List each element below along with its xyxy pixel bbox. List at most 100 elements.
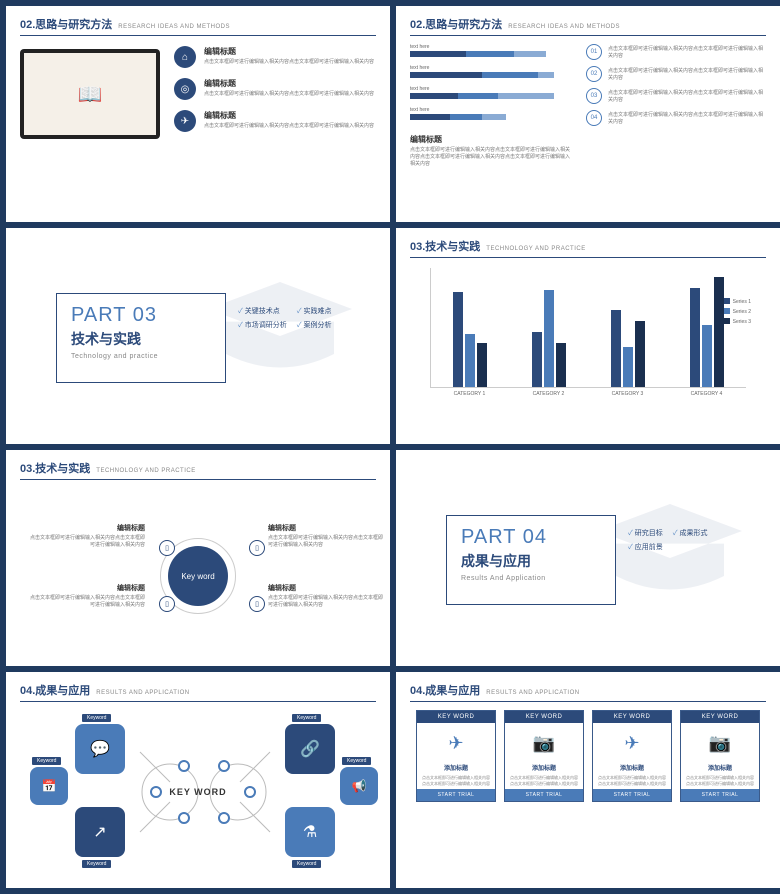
bar: [690, 288, 700, 387]
keyword-label: Keyword: [82, 860, 111, 868]
check-item: 案例分析: [297, 320, 346, 330]
check-item: 研究目标: [628, 528, 663, 538]
card-icon: ✈: [417, 723, 495, 763]
bar: [714, 277, 724, 387]
slide-title: 02.思路与研究方法: [20, 16, 112, 32]
num-item: 02点击文本框即可进行编辑输入相关内容点击文本框即可进行编辑输入相关内容: [586, 66, 766, 82]
list-item: ◎编辑标题点击文本框即可进行编辑输入相关内容点击文本框即可进行编辑输入相关内容: [174, 78, 376, 100]
card: KEY WORD✈添加标题点击文本框即可进行编辑输入相关内容点击文本框即可进行编…: [592, 710, 672, 802]
legend-item: Series 1: [724, 298, 751, 306]
box-icon: 💬: [75, 724, 125, 774]
keyword-label: Keyword: [292, 714, 321, 722]
box-icon: 📢: [340, 767, 378, 805]
num-item: 01点击文本框即可进行编辑输入相关内容点击文本框即可进行编辑输入相关内容: [586, 44, 766, 60]
card: KEY WORD✈添加标题点击文本框即可进行编辑输入相关内容点击文本框即可进行编…: [416, 710, 496, 802]
num-item: 04点击文本框即可进行编辑输入相关内容点击文本框即可进行编辑输入相关内容: [586, 110, 766, 126]
item-icon: ◎: [174, 78, 196, 100]
node-icon: [178, 760, 190, 772]
slide-7: 04.成果与应用RESULTS AND APPLICATION KEY WORD…: [6, 672, 390, 888]
keyword-label: Keyword: [82, 714, 111, 722]
keyword-label: Keyword: [342, 757, 371, 765]
list-item: ✈编辑标题点击文本框即可进行编辑输入相关内容点击文本框即可进行编辑输入相关内容: [174, 110, 376, 132]
category-label: CATEGORY 4: [691, 391, 723, 397]
bar: [611, 310, 621, 387]
bar-chart: CATEGORY 1 CATEGORY 2 CATEGORY 3 CATEGORY 4…: [430, 268, 746, 408]
kw-item: 编辑标题点击文本框即可进行编辑输入相关内容点击文本框即可进行编辑输入相关内容: [268, 583, 383, 609]
bar-row: text here: [410, 86, 570, 99]
check-item: 实践难点: [297, 306, 346, 316]
slide-8: 04.成果与应用RESULTS AND APPLICATION KEY WORD…: [396, 672, 780, 888]
bottom-desc: 点击文本框即可进行编辑输入相关内容点击文本框即可进行编辑输入相关内容点击文本框即…: [410, 147, 570, 168]
slide-5: 03.技术与实践TECHNOLOGY AND PRACTICE Key word…: [6, 450, 390, 666]
bar: [532, 332, 542, 387]
kw-item: 编辑标题点击文本框即可进行编辑输入相关内容点击文本框即可进行编辑输入相关内容: [268, 523, 383, 549]
slide-4: 03.技术与实践TECHNOLOGY AND PRACTICE CATEGORY…: [396, 228, 780, 444]
num-badge: 01: [586, 44, 602, 60]
kw-item: 编辑标题点击文本框即可进行编辑输入相关内容点击文本框即可进行编辑输入相关内容: [30, 583, 145, 609]
category-label: CATEGORY 3: [612, 391, 644, 397]
card: KEY WORD📷添加标题点击文本框即可进行编辑输入相关内容点击文本框即可进行编…: [680, 710, 760, 802]
legend-item: Series 3: [724, 318, 751, 326]
box-icon: ↗: [75, 807, 125, 857]
card-icon: 📷: [505, 723, 583, 763]
card-head: KEY WORD: [417, 711, 495, 723]
num-badge: 02: [586, 66, 602, 82]
card-foot[interactable]: START TRIAL: [417, 789, 495, 801]
item-icon: ✈: [174, 110, 196, 132]
slide-grid: 02.思路与研究方法 RESEARCH IDEAS AND METHODS 📖 ⌂…: [6, 6, 774, 888]
node-icon: [218, 760, 230, 772]
slide-2: 02.思路与研究方法RESEARCH IDEAS AND METHODS tex…: [396, 6, 780, 222]
bar-group: [532, 290, 566, 387]
list-item: ⌂编辑标题点击文本框即可进行编辑输入相关内容点击文本框即可进行编辑输入相关内容: [174, 46, 376, 68]
box-icon: 🔗: [285, 724, 335, 774]
slide-6: PART 04 成果与应用 Results And Application 研究…: [396, 450, 780, 666]
bar: [544, 290, 554, 387]
node-icon: [150, 786, 162, 798]
bar-row: text here: [410, 44, 570, 57]
bar-row: text here: [410, 107, 570, 120]
bar: [702, 325, 712, 387]
card-foot[interactable]: START TRIAL: [505, 789, 583, 801]
card-foot[interactable]: START TRIAL: [593, 789, 671, 801]
check-item: 关键技术点: [238, 306, 287, 316]
card-head: KEY WORD: [505, 711, 583, 723]
card-foot[interactable]: START TRIAL: [681, 789, 759, 801]
num-badge: 04: [586, 110, 602, 126]
legend-item: Series 2: [724, 308, 751, 316]
mini-icon: ▯: [249, 596, 265, 612]
bar: [477, 343, 487, 387]
card-head: KEY WORD: [681, 711, 759, 723]
check-item: 市场调研分析: [238, 320, 287, 330]
category-label: CATEGORY 2: [533, 391, 565, 397]
laptop-image: 📖: [20, 49, 160, 139]
bar: [465, 334, 475, 387]
keyword-center: Key word: [168, 546, 228, 606]
node-icon: [244, 786, 256, 798]
check-item: 应用前景: [628, 542, 663, 552]
keyword-label: Keyword: [32, 757, 61, 765]
slide-subtitle: RESEARCH IDEAS AND METHODS: [118, 24, 230, 30]
card-head: KEY WORD: [593, 711, 671, 723]
bar-group: [690, 277, 724, 387]
keyword-label: Keyword: [292, 860, 321, 868]
mini-icon: ▯: [159, 540, 175, 556]
node-icon: [178, 812, 190, 824]
box-icon: ⚗: [285, 807, 335, 857]
kw-item: 编辑标题点击文本框即可进行编辑输入相关内容点击文本框即可进行编辑输入相关内容: [30, 523, 145, 549]
node-icon: [218, 812, 230, 824]
mini-icon: ▯: [159, 596, 175, 612]
num-item: 03点击文本框即可进行编辑输入相关内容点击文本框即可进行编辑输入相关内容: [586, 88, 766, 104]
item-icon: ⌂: [174, 46, 196, 68]
part-box: PART 03 技术与实践 Technology and practice: [56, 293, 226, 383]
num-badge: 03: [586, 88, 602, 104]
box-icon: 📅: [30, 767, 68, 805]
category-label: CATEGORY 1: [454, 391, 486, 397]
bar: [623, 347, 633, 387]
card-icon: ✈: [593, 723, 671, 763]
check-item: 成果形式: [673, 528, 708, 538]
slide-1: 02.思路与研究方法 RESEARCH IDEAS AND METHODS 📖 ⌂…: [6, 6, 390, 222]
bar-row: text here: [410, 65, 570, 78]
bar: [453, 292, 463, 387]
slide-3: PART 03 技术与实践 Technology and practice 关键…: [6, 228, 390, 444]
bottom-title: 编辑标题: [410, 134, 570, 145]
